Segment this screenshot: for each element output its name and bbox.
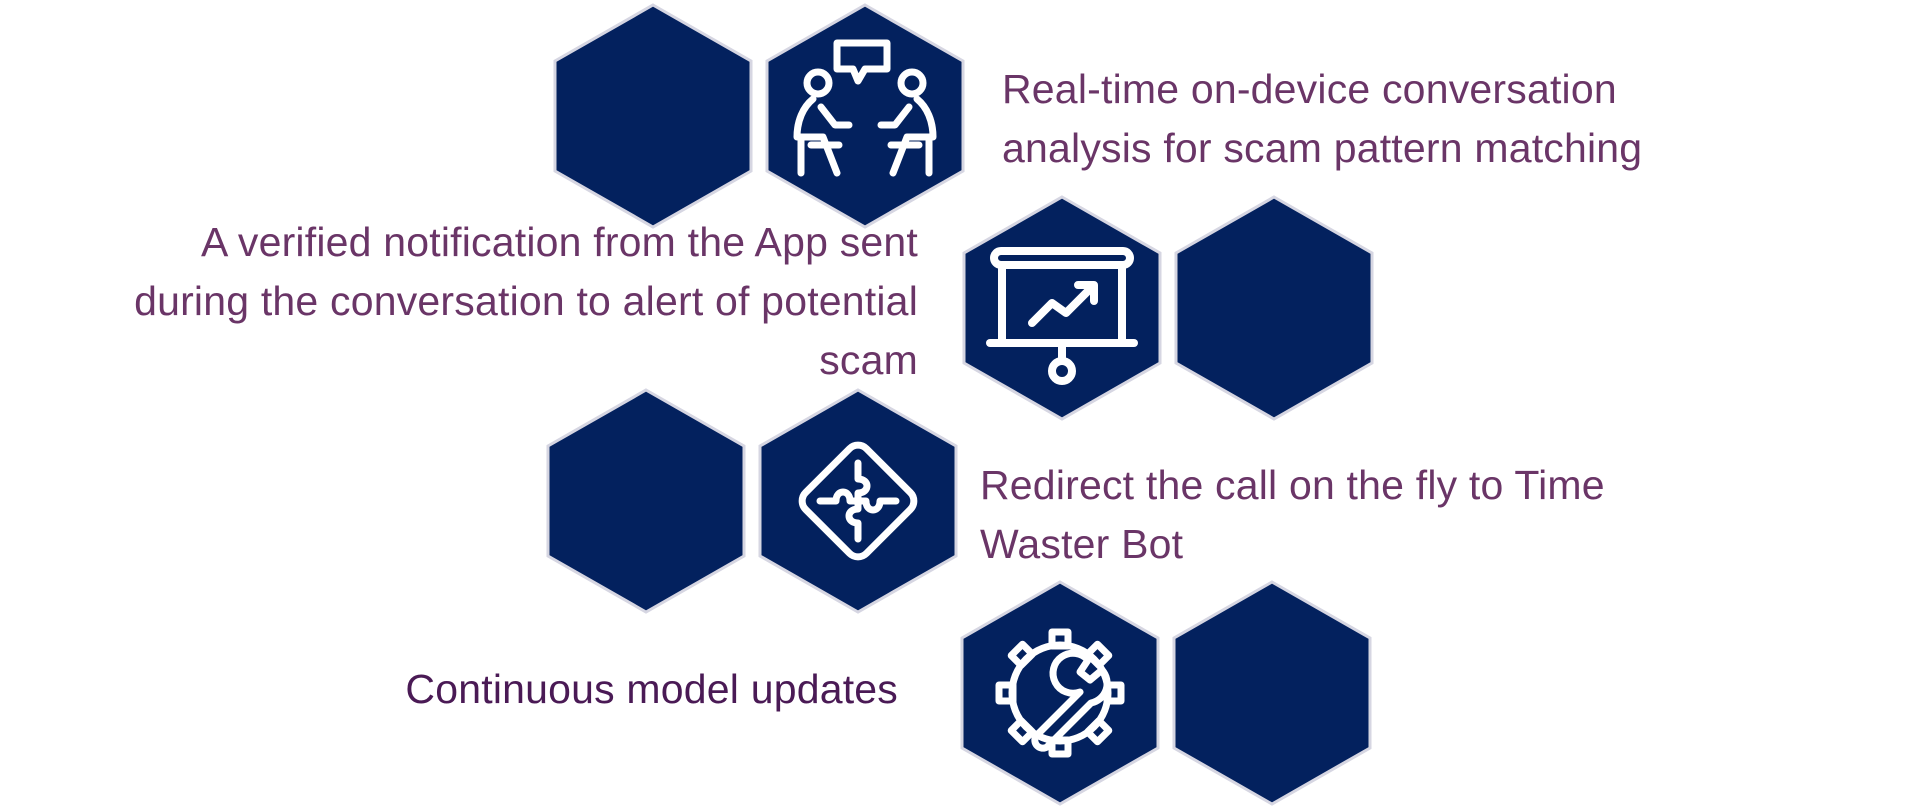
hexagon-icon-4: [960, 580, 1160, 806]
item-4-text: Continuous model updates: [405, 666, 898, 712]
item-3-text: Redirect the call on the fly to Time Was…: [980, 462, 1605, 567]
hexagon-icon-1: [765, 3, 965, 229]
gear-wrench-icon: [995, 628, 1125, 758]
hexagon-blank-1: [553, 3, 753, 229]
presentation-chart-icon: [986, 247, 1138, 385]
hexagon-icon-2: [962, 195, 1162, 421]
item-2-text: A verified notification from the App sen…: [134, 219, 918, 383]
hexagon-blank-2: [1174, 195, 1374, 421]
puzzle-icon: [798, 441, 918, 561]
hexagon-blank-3: [546, 388, 746, 614]
hexagon-icon-3: [758, 388, 958, 614]
item-1-text: Real-time on-device conversation analysi…: [1002, 66, 1643, 171]
hexagon-blank-4: [1172, 580, 1372, 806]
conversation-icon: [793, 39, 937, 177]
